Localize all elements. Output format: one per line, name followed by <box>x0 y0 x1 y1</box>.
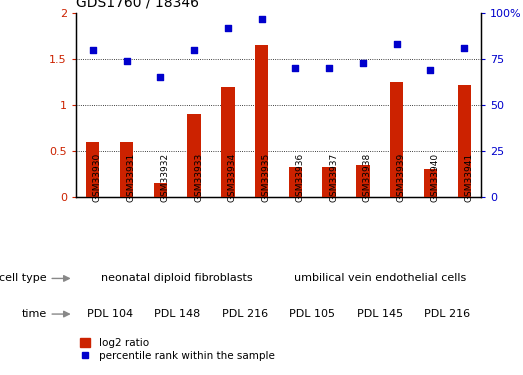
Point <box>393 41 401 47</box>
Bar <box>322 168 336 197</box>
Text: GSM33931: GSM33931 <box>127 153 135 202</box>
Point <box>257 16 266 22</box>
Bar <box>356 165 370 197</box>
Bar <box>255 45 268 197</box>
Bar <box>120 142 133 197</box>
Text: PDL 216: PDL 216 <box>222 309 268 319</box>
Bar <box>289 168 302 197</box>
Point <box>291 65 300 71</box>
Bar <box>458 85 471 197</box>
Text: GSM33934: GSM33934 <box>228 153 237 202</box>
Point <box>325 65 333 71</box>
Text: GSM33935: GSM33935 <box>262 153 270 202</box>
Text: GSM33940: GSM33940 <box>430 153 439 202</box>
Text: GSM33936: GSM33936 <box>295 153 304 202</box>
Bar <box>86 142 99 197</box>
Bar <box>187 114 201 197</box>
Text: PDL 148: PDL 148 <box>154 309 200 319</box>
Bar <box>154 183 167 197</box>
Bar <box>221 87 235 197</box>
Point <box>122 58 131 64</box>
Text: PDL 105: PDL 105 <box>289 309 335 319</box>
Point <box>88 47 97 53</box>
Text: GDS1760 / 18346: GDS1760 / 18346 <box>76 0 199 9</box>
Point <box>190 47 198 53</box>
Text: GSM33937: GSM33937 <box>329 153 338 202</box>
Bar <box>390 82 403 197</box>
Text: GSM33932: GSM33932 <box>160 153 169 202</box>
Text: PDL 104: PDL 104 <box>86 309 133 319</box>
Text: GSM33933: GSM33933 <box>194 153 203 202</box>
Point <box>426 67 435 73</box>
Text: time: time <box>22 309 47 319</box>
Text: GSM33939: GSM33939 <box>397 153 406 202</box>
Legend: log2 ratio, percentile rank within the sample: log2 ratio, percentile rank within the s… <box>76 334 279 365</box>
Text: GSM33941: GSM33941 <box>464 153 473 202</box>
Point <box>359 60 367 66</box>
Text: neonatal diploid fibroblasts: neonatal diploid fibroblasts <box>101 273 253 284</box>
Bar <box>424 170 437 197</box>
Text: PDL 145: PDL 145 <box>357 309 403 319</box>
Text: GSM33930: GSM33930 <box>93 153 102 202</box>
Point <box>156 74 164 81</box>
Text: GSM33938: GSM33938 <box>363 153 372 202</box>
Point <box>224 25 232 31</box>
Text: umbilical vein endothelial cells: umbilical vein endothelial cells <box>294 273 466 284</box>
Text: PDL 216: PDL 216 <box>424 309 471 319</box>
Point <box>460 45 469 51</box>
Text: cell type: cell type <box>0 273 47 284</box>
